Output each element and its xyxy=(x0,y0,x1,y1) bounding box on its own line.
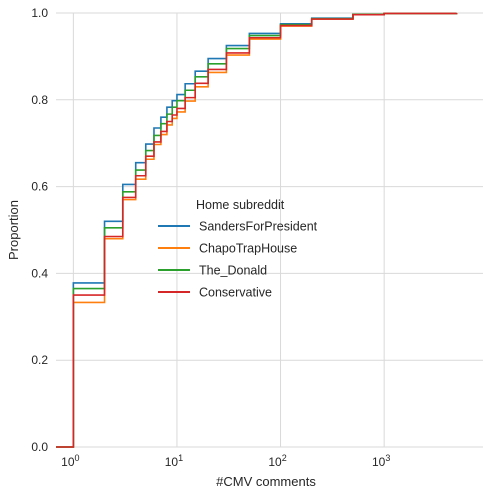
y-axis-label: Proportion xyxy=(6,200,21,260)
y-tick-label: 0.6 xyxy=(31,180,48,194)
grid xyxy=(56,12,483,448)
y-tick-label: 0.2 xyxy=(31,353,48,367)
legend-entry-label: SandersForPresident xyxy=(199,220,318,234)
x-tick-label: 102 xyxy=(268,453,286,469)
tick-labels: 0.0 0.2 0.4 0.6 0.8 1.0 100 101 102 103 xyxy=(31,6,390,469)
y-tick-label: 1.0 xyxy=(31,6,48,20)
x-tick-label: 100 xyxy=(61,453,79,469)
y-tick-label: 0.0 xyxy=(31,440,48,454)
y-tick-label: 0.8 xyxy=(31,93,48,107)
legend: Home subreddit SandersForPresident ChapoT… xyxy=(158,198,318,300)
series-line-conservative xyxy=(56,12,458,448)
legend-entry-label: ChapoTrapHouse xyxy=(199,242,297,256)
y-tick-label: 0.4 xyxy=(31,266,48,280)
legend-entry-label: The_Donald xyxy=(199,264,267,278)
legend-entry-label: Conservative xyxy=(199,286,272,300)
x-tick-label: 101 xyxy=(165,453,183,469)
x-tick-label: 103 xyxy=(372,453,390,469)
plot-series xyxy=(56,12,458,448)
legend-title: Home subreddit xyxy=(196,198,285,212)
x-axis-label: #CMV comments xyxy=(216,474,316,489)
